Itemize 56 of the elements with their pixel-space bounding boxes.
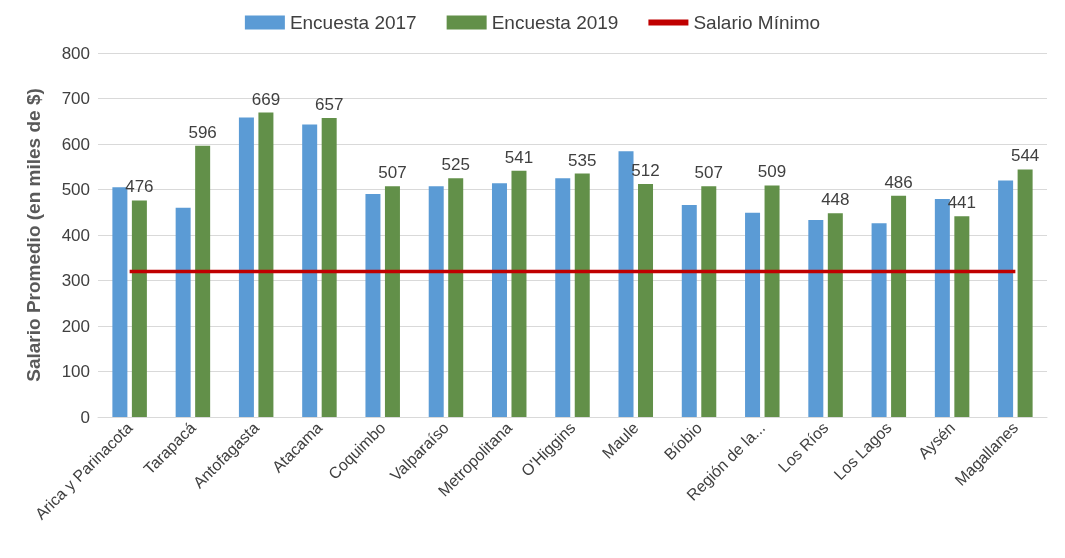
bar <box>681 204 697 417</box>
bar <box>365 194 381 417</box>
bar <box>745 212 761 417</box>
bar <box>384 186 400 417</box>
bar <box>998 180 1014 417</box>
bar <box>827 213 843 417</box>
data-label: 544 <box>1010 146 1040 166</box>
y-tick-label: 0 <box>80 407 90 427</box>
data-label: 669 <box>251 89 281 109</box>
bar <box>764 185 780 417</box>
bar <box>511 170 527 417</box>
y-tick-label: 200 <box>61 316 90 336</box>
y-tick-label: 400 <box>61 225 90 245</box>
data-label: 507 <box>378 163 407 183</box>
bar <box>934 199 950 417</box>
bar <box>175 207 191 417</box>
data-label: 535 <box>568 150 597 170</box>
bar <box>618 151 634 417</box>
bar <box>131 200 147 417</box>
data-label: 525 <box>441 155 470 175</box>
legend-label: Salario Mínimo <box>693 12 821 33</box>
y-tick-label: 700 <box>61 89 90 108</box>
legend-label: Encuesta 2017 <box>289 12 417 33</box>
bar <box>448 178 464 417</box>
data-label: 507 <box>694 163 723 183</box>
y-tick-label: 800 <box>61 43 90 63</box>
data-label: 596 <box>188 122 217 142</box>
bar <box>195 145 211 417</box>
x-tick-label: Los Ríos <box>774 418 832 476</box>
y-tick-label: 300 <box>61 271 90 290</box>
data-label: 486 <box>884 172 913 192</box>
bar <box>491 183 507 417</box>
bar <box>891 195 907 417</box>
bar <box>258 112 274 417</box>
data-label: 509 <box>757 162 787 182</box>
bar <box>428 186 444 417</box>
y-tick-label: 600 <box>61 134 90 154</box>
data-label: 448 <box>821 190 850 210</box>
bar <box>302 124 318 417</box>
bar <box>638 184 654 417</box>
data-label: 476 <box>125 177 154 197</box>
bar <box>701 186 717 417</box>
bar <box>1017 169 1033 417</box>
bar <box>871 223 887 417</box>
legend-label: Encuesta 2019 <box>491 12 619 33</box>
y-tick-label: 100 <box>61 362 90 381</box>
bar <box>321 118 337 417</box>
bar <box>555 178 571 417</box>
y-axis-title: Salario Promedio (en miles de $) <box>23 88 44 382</box>
data-label: 657 <box>315 95 344 115</box>
y-tick-label: 500 <box>61 180 90 199</box>
bar <box>574 173 590 417</box>
bar <box>954 216 970 417</box>
bar <box>238 117 254 417</box>
data-label: 541 <box>504 147 534 167</box>
bar <box>808 219 824 417</box>
